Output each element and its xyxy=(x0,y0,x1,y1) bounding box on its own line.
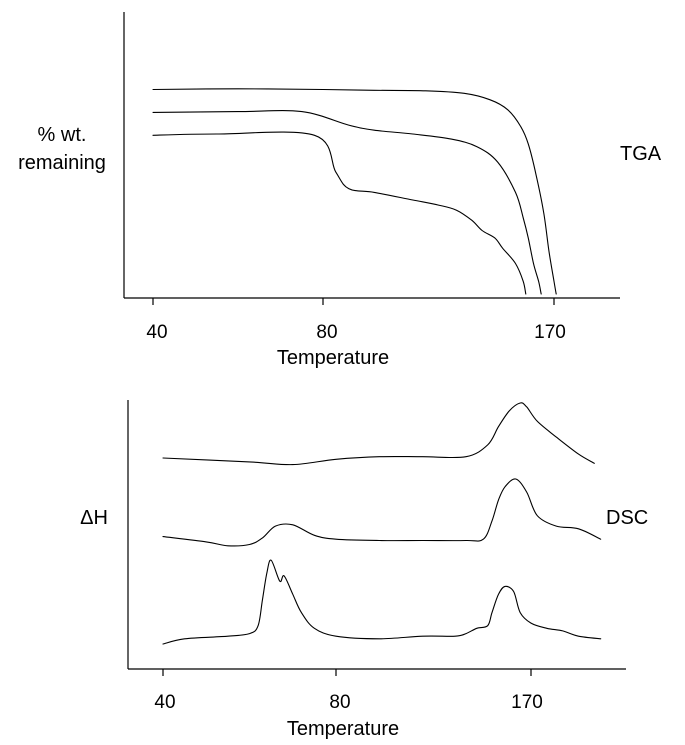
tga-y-axis-label-line-2: remaining xyxy=(18,152,106,174)
tga-x-tick-label: 40 xyxy=(146,322,167,343)
tga-panel: 40 80 170 Temperature % wt. remaining TG… xyxy=(18,12,662,369)
tga-series-line xyxy=(152,88,557,295)
dsc-series-line xyxy=(162,559,602,645)
tga-chart-label: TGA xyxy=(620,143,662,165)
tga-series-line xyxy=(152,131,527,295)
dsc-x-tick-label: 40 xyxy=(154,692,175,713)
dsc-panel: 40 80 170 Temperature ΔH DSC xyxy=(80,400,648,740)
dsc-x-tick-label: 170 xyxy=(511,692,543,713)
dsc-chart-label: DSC xyxy=(606,507,648,529)
dsc-series-line xyxy=(162,478,602,547)
tga-x-tick-label: 80 xyxy=(316,322,337,343)
dsc-x-axis-label: Temperature xyxy=(287,718,399,740)
tga-x-tick-label: 170 xyxy=(534,322,566,343)
dsc-series-line xyxy=(162,402,595,466)
tga-series-line xyxy=(152,110,542,295)
dsc-y-axis-label: ΔH xyxy=(80,507,108,529)
tga-x-axis-label: Temperature xyxy=(277,347,389,369)
tga-y-axis-label-line-1: % wt. xyxy=(38,124,87,146)
dsc-x-tick-label: 80 xyxy=(329,692,350,713)
